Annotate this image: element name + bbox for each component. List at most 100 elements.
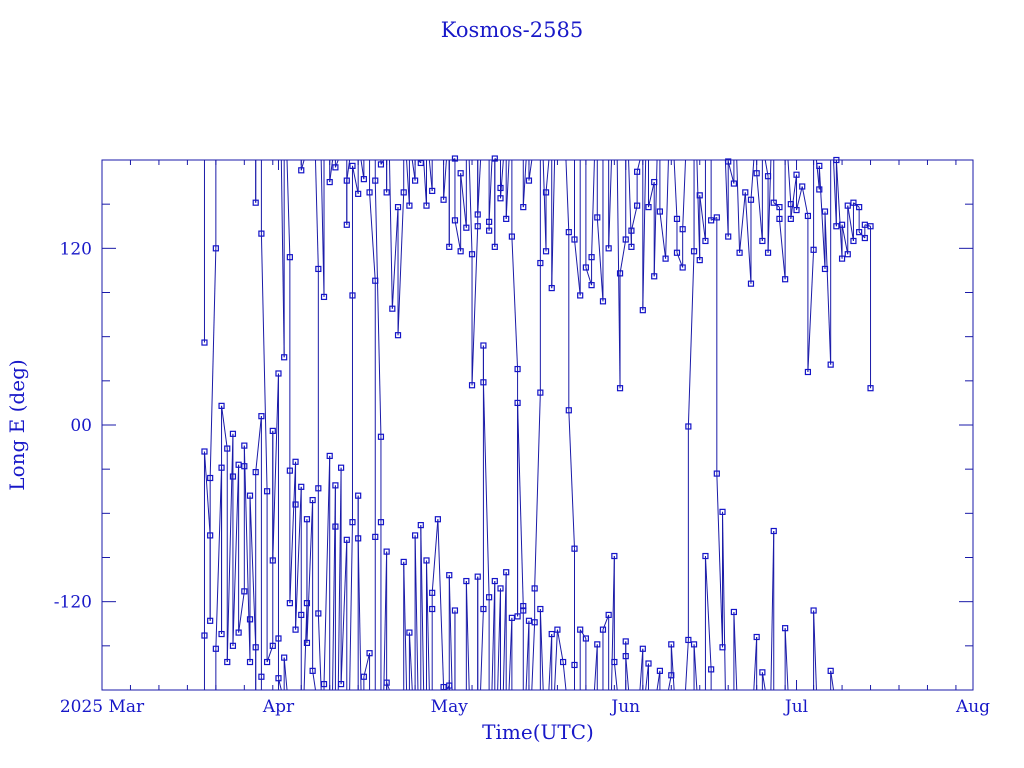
data-point: [861, 221, 868, 228]
data-point: [463, 577, 470, 585]
data-point: [651, 273, 658, 280]
data-point: [622, 653, 629, 660]
data-point: [634, 168, 641, 175]
data-point: [565, 407, 572, 414]
data-point: [303, 600, 311, 607]
series-segment: [306, 500, 314, 643]
series-segment: [517, 402, 524, 607]
data-point: [770, 199, 777, 206]
data-point: [628, 243, 635, 250]
data-point: [542, 248, 550, 255]
data-point: [468, 382, 476, 389]
data-point: [542, 189, 550, 196]
data-point: [861, 234, 868, 242]
data-point: [303, 639, 311, 646]
series-segment: [699, 195, 706, 242]
data-point: [844, 202, 851, 209]
series-segment: [722, 511, 726, 691]
data-point: [856, 204, 863, 211]
data-point: [599, 298, 607, 305]
data-point: [446, 243, 453, 250]
series-segment: [716, 473, 724, 648]
data-point: [611, 658, 618, 666]
series-segment: [682, 159, 687, 230]
series-segment: [437, 519, 445, 688]
data-point: [838, 255, 846, 262]
data-point: [588, 254, 595, 261]
data-point: [850, 199, 857, 206]
data-point: [833, 223, 840, 230]
data-point: [451, 155, 459, 162]
series-segment: [648, 181, 655, 208]
series-segment: [314, 159, 319, 269]
data-point: [201, 632, 208, 639]
data-point: [508, 233, 515, 240]
data-point: [742, 189, 749, 196]
data-point: [212, 645, 219, 652]
data-point: [782, 276, 789, 283]
data-point: [434, 516, 441, 523]
series-segment: [534, 392, 541, 589]
data-point: [298, 483, 305, 490]
data-point: [582, 264, 589, 271]
data-point: [611, 552, 618, 560]
data-point: [497, 184, 504, 192]
data-point: [827, 361, 834, 368]
series-segment: [238, 591, 245, 633]
data-point: [537, 259, 544, 267]
data-point: [702, 552, 709, 560]
data-point: [480, 379, 487, 386]
series-segment: [659, 211, 667, 259]
data-point: [525, 617, 533, 624]
data-point: [224, 445, 231, 452]
series-segment: [454, 220, 462, 252]
data-point: [548, 630, 555, 638]
data-point: [719, 644, 726, 651]
series-segment: [562, 661, 567, 691]
x-tick-label: Jun: [609, 697, 640, 717]
data-point: [514, 613, 521, 620]
data-point: [349, 162, 356, 169]
y-tick-label: 00: [70, 416, 92, 436]
series-segment: [739, 192, 746, 253]
series-segment: [391, 207, 399, 309]
data-point: [730, 180, 738, 187]
data-point: [457, 170, 464, 177]
series-segment: [209, 248, 217, 479]
data-point: [258, 413, 265, 420]
series-segment: [756, 173, 763, 242]
data-point: [804, 212, 812, 220]
data-point: [616, 385, 624, 392]
data-point: [708, 666, 715, 673]
data-point: [622, 236, 629, 243]
series-segment: [272, 373, 279, 561]
x-tick-label: May: [431, 697, 469, 717]
series-segment: [673, 159, 678, 219]
data-point: [480, 342, 487, 349]
data-point: [252, 469, 259, 476]
data-point: [651, 178, 658, 186]
data-point: [269, 557, 276, 564]
data-point: [355, 190, 362, 197]
series-segment: [349, 522, 353, 691]
series-segment: [733, 611, 738, 691]
series-segment: [801, 186, 809, 217]
x-axis-label: Time(UTC): [482, 720, 594, 744]
data-point: [281, 654, 288, 661]
data-point: [594, 641, 601, 648]
data-point: [793, 171, 800, 178]
series-segment: [431, 519, 439, 593]
series-segment: [420, 525, 425, 691]
series-segment: [283, 657, 288, 691]
data-point: [764, 173, 772, 180]
series-segment: [736, 159, 741, 253]
data-point: [207, 532, 214, 539]
data-point: [594, 214, 601, 221]
data-point: [383, 548, 390, 555]
series-segment: [243, 445, 251, 663]
data-point: [708, 217, 715, 224]
data-point: [582, 635, 589, 642]
data-point: [229, 430, 237, 437]
data-point: [258, 230, 265, 237]
